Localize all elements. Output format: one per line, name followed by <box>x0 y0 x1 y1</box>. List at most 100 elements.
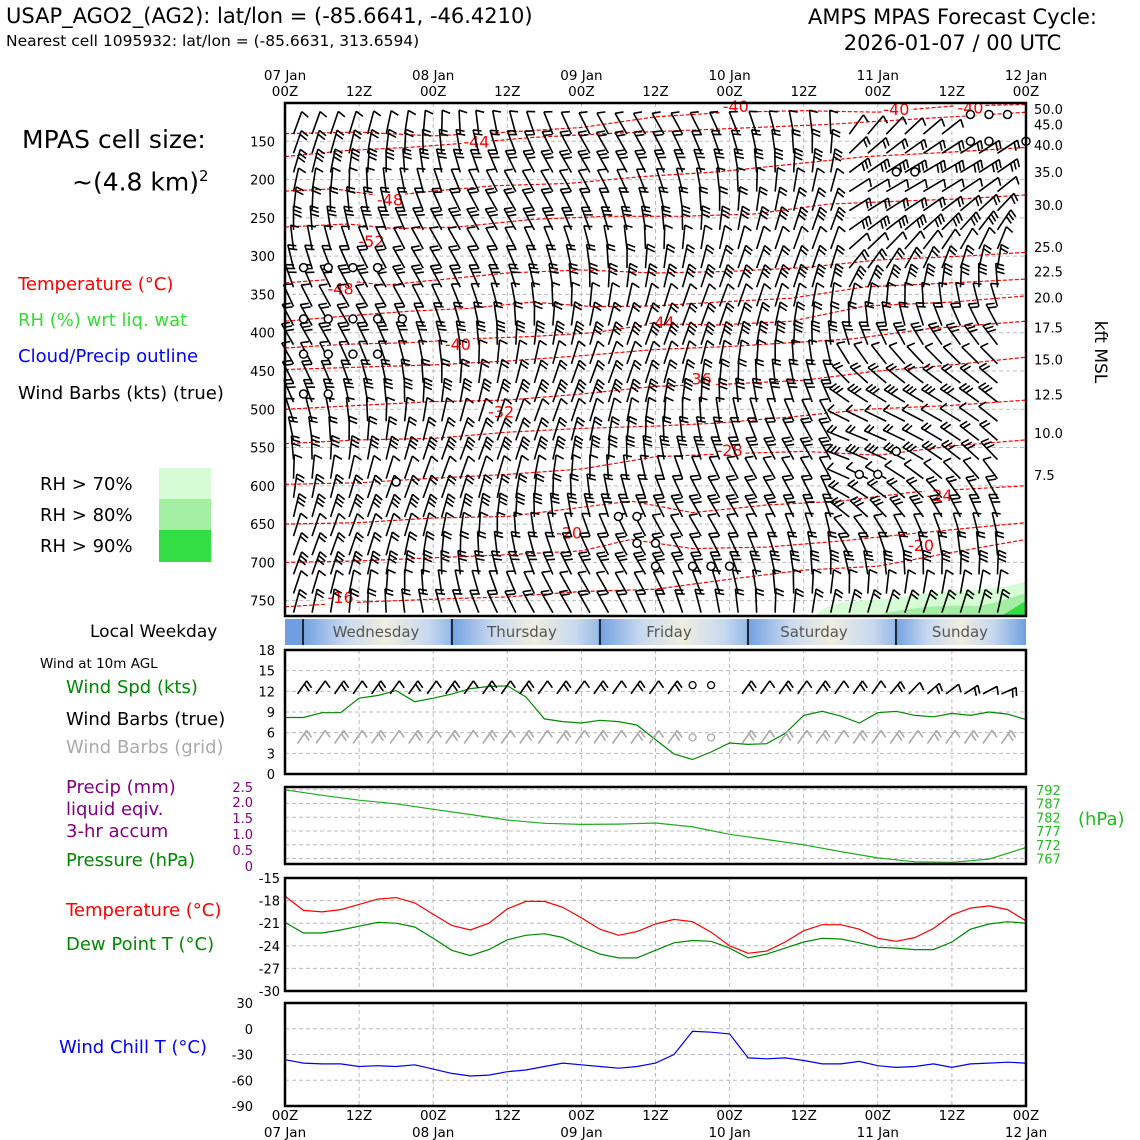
wind-barb-flag <box>784 420 794 424</box>
wind-barb-flag <box>481 496 491 503</box>
wind-barb-flag <box>853 341 863 346</box>
wind-barb-flag <box>413 248 422 252</box>
wind-barb-flag <box>798 271 806 278</box>
wind-barb-flag <box>392 245 402 249</box>
wind-barb-flag <box>612 305 621 312</box>
wind-barb-flag <box>813 155 823 162</box>
wind-barb-flag <box>386 396 396 402</box>
wind-barb-flag <box>678 443 688 446</box>
wind-barb-flag <box>390 535 399 542</box>
wind-barb-flag <box>410 478 419 486</box>
wind-barb <box>560 112 573 135</box>
surface-wind-barb-grid-flag <box>563 733 570 742</box>
surface-wind-barb <box>630 680 641 695</box>
wind-barb-flag <box>355 110 364 118</box>
wind-barb-flag <box>371 435 380 442</box>
pressure-tick-label: 450 <box>250 365 275 380</box>
bottom-hour-label: 00Z <box>420 1108 446 1124</box>
surface-wind-barb-flag <box>488 683 496 692</box>
surface-wind-barb-flag <box>583 680 591 689</box>
contour-label-bg <box>325 278 356 297</box>
wind-barb-flag <box>633 532 643 536</box>
wind-barb-flag <box>463 511 472 518</box>
dewpoint-panel-label: Dew Point T (°C) <box>66 934 215 955</box>
wind-barb-flag <box>460 530 470 536</box>
wind-barb-flag <box>339 267 349 271</box>
wind-barb-flag <box>497 511 506 516</box>
wind-barb-flag <box>484 420 493 428</box>
wind-barb-flag <box>437 328 447 332</box>
wind-barb-flag <box>404 568 413 574</box>
wind-barb-flag <box>705 328 714 336</box>
wind-barb-flag <box>611 419 620 426</box>
cell-size-value: ~(4.8 km) <box>72 167 199 197</box>
wind-barb-flag <box>979 553 989 559</box>
wind-barb <box>848 232 868 250</box>
surface-wind-barb-grid-flag <box>822 733 829 742</box>
wind-barb-flag <box>774 151 784 157</box>
wind-barb-flag <box>870 365 879 371</box>
surface-wind-barb <box>963 684 979 695</box>
wind-barb-flag <box>827 404 835 412</box>
surface-wind-barb-grid-flag <box>674 733 681 742</box>
wind-barb <box>958 387 980 403</box>
wind-barb <box>959 367 980 384</box>
wind-barb-flag <box>810 553 820 558</box>
wind-barb <box>811 226 822 250</box>
wind-barb <box>348 513 359 537</box>
temp-panel-label: Temperature (°C) <box>66 900 222 921</box>
wind-barb-flag <box>709 455 718 458</box>
wind-barb-flag <box>651 532 661 536</box>
wind-barb-flag <box>779 213 787 221</box>
wind-barb-flag <box>866 478 875 485</box>
wind-barb-flag <box>575 324 584 331</box>
wind-barb <box>329 111 340 135</box>
wind-barb-flag <box>979 557 988 563</box>
wind-barb-flag <box>955 215 961 224</box>
wind-barb-flag <box>643 438 653 443</box>
surface-wind-barb-grid <box>574 729 586 744</box>
wind-barb-flag <box>418 328 428 331</box>
wind-barb-flag <box>617 593 627 596</box>
wind-barb-flag <box>614 551 624 555</box>
wind-barb-flag <box>771 557 781 561</box>
wind-barb-flag <box>961 140 965 149</box>
wind-barb-flag <box>646 247 656 253</box>
wind-barb-flag <box>864 160 869 169</box>
wind-barb-flag <box>412 283 421 286</box>
wind-barb-flag <box>836 501 845 508</box>
wind-barb <box>978 227 991 250</box>
wind-barb-flag <box>939 162 943 171</box>
wind-barb-flag <box>1010 209 1017 218</box>
wind-barb-flag <box>934 218 940 228</box>
wind-barb-flag <box>816 282 825 289</box>
calm-circle <box>348 349 358 359</box>
wind-barb <box>827 468 850 480</box>
wind-barb-flag <box>337 550 346 558</box>
wind-barb-flag <box>421 568 430 573</box>
wind-barb <box>366 435 373 460</box>
wind-barb <box>828 485 850 499</box>
wind-barb <box>848 157 869 174</box>
wind-barb-flag <box>959 362 968 369</box>
wind-barb-flag <box>922 363 931 370</box>
wind-barb-flag <box>343 377 353 381</box>
wind-barb-flag <box>420 151 429 156</box>
wind-barb-flag <box>559 570 569 574</box>
wind-barb-flag <box>504 168 513 172</box>
surface-wind-barb-grid-flag <box>787 729 794 738</box>
wind-barb-flag <box>298 167 307 174</box>
isotherm-contour <box>284 538 1027 608</box>
wind-barb-flag <box>533 492 543 497</box>
wind-barb-flag <box>715 156 725 159</box>
wind-barb-flag <box>845 461 854 469</box>
wind-barb-flag <box>428 416 437 423</box>
wind-barb-flag <box>315 167 324 173</box>
wind-barb-flag <box>461 362 470 368</box>
wind-barb-flag <box>360 206 370 209</box>
rh-legend-70-label: RH > 70% <box>40 474 133 495</box>
surface-wind-barb-grid <box>333 729 345 744</box>
wind-barb <box>533 398 544 422</box>
wind-barb <box>589 360 599 384</box>
wind-barb <box>607 397 616 422</box>
